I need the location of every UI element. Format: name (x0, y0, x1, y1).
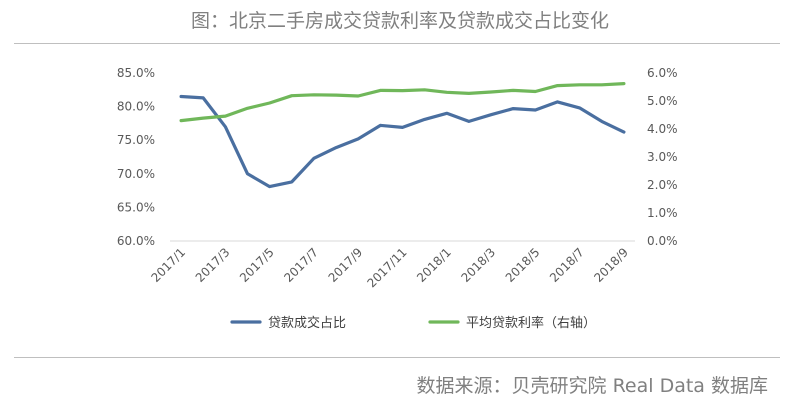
x-tick-label: 2017/3 (193, 245, 233, 285)
x-tick-label: 2017/1 (148, 245, 188, 285)
right-y-tick-label: 5.0% (647, 94, 678, 108)
left-y-tick-label: 85.0% (117, 66, 155, 80)
left-y-tick-label: 70.0% (117, 167, 155, 181)
x-tick-label: 2018/5 (503, 245, 543, 285)
left-y-tick-label: 80.0% (117, 100, 155, 114)
x-tick-label: 2018/7 (547, 245, 587, 285)
right-y-tick-label: 2.0% (647, 178, 678, 192)
legend: 贷款成交占比 平均贷款利率（右轴） (230, 315, 596, 331)
right-y-tick-label: 6.0% (647, 66, 678, 80)
left-y-tick-label: 60.0% (117, 234, 155, 248)
right-y-tick-label: 1.0% (647, 206, 678, 220)
right-y-tick-label: 3.0% (647, 150, 678, 164)
series-line-2 (179, 81, 626, 123)
x-tick-label: 2018/3 (458, 245, 498, 285)
x-tick-label: 2017/7 (281, 245, 321, 285)
chart-title: 图：北京二手房成交贷款利率及贷款成交占比变化 (190, 10, 609, 32)
series-line-1 (179, 94, 626, 189)
x-tick-label: 2018/1 (414, 245, 454, 285)
x-tick-label: 2017/5 (237, 245, 277, 285)
bottom-divider (14, 357, 780, 358)
left-y-tick-label: 65.0% (117, 200, 155, 214)
right-y-tick-label: 0.0% (647, 234, 678, 248)
series-layer (179, 81, 626, 189)
legend-label-2: 平均贷款利率（右轴） (466, 315, 596, 331)
right-y-axis: 0.0% 1.0% 2.0% 3.0% 4.0% 5.0% 6.0% (647, 66, 678, 248)
x-tick-label: 2017/11 (364, 245, 409, 290)
data-source-note: 数据来源：贝壳研究院 Real Data 数据库 (416, 375, 768, 397)
x-tick-label: 2017/9 (326, 245, 366, 285)
x-axis: 2017/1 2017/3 2017/5 2017/7 2017/9 2017/11 201… (148, 245, 631, 290)
legend-label-1: 贷款成交占比 (268, 315, 346, 331)
right-y-tick-label: 4.0% (647, 122, 678, 136)
left-y-axis: 60.0% 65.0% 70.0% 75.0% 80.0% 85.0% (117, 66, 155, 248)
top-divider (14, 43, 780, 44)
left-y-tick-label: 75.0% (117, 133, 155, 147)
x-tick-label: 2018/9 (591, 245, 631, 285)
